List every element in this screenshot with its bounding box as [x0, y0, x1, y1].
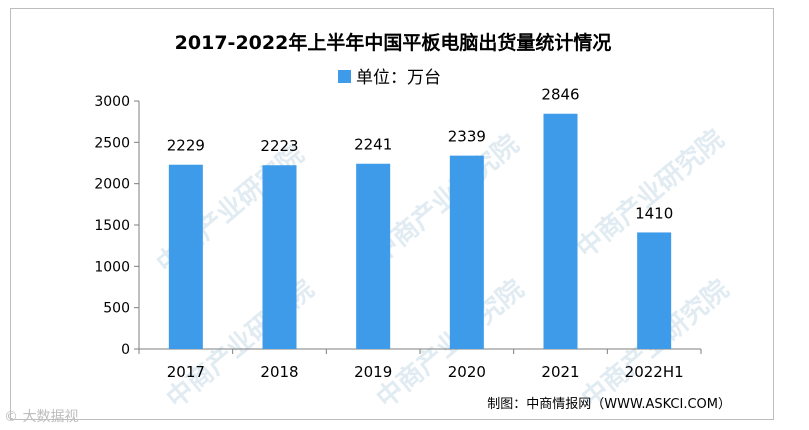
x-category-label: 2021 [541, 363, 579, 381]
bar-2018 [262, 165, 297, 349]
chart-title: 2017-2022年上半年中国平板电脑出货量统计情况 [175, 31, 612, 54]
legend: 单位：万台 [338, 68, 441, 88]
y-tick-label: 3000 [94, 94, 130, 110]
category-labels: 2017 2018 2019 2020 2021 2022H1 [167, 363, 684, 381]
bar-2021 [543, 113, 578, 349]
x-category-label: 2019 [354, 363, 392, 381]
bar-chart: 中商产业研究院 中商产业研究院 中商产业研究院 中商产业研究院 中商产业研究院 … [94, 31, 735, 414]
data-label: 2846 [541, 86, 579, 104]
data-labels: 2229 2223 2241 2339 2846 1410 [167, 86, 674, 223]
footer-watermark-text: © 大数据视 [4, 409, 78, 425]
bar-2020 [449, 155, 484, 349]
data-label: 2241 [354, 136, 392, 154]
y-tick-label: 1500 [94, 218, 130, 234]
data-label: 2223 [260, 137, 298, 155]
data-label: 1410 [635, 204, 673, 222]
y-tick-label: 2000 [94, 177, 130, 193]
y-ticks: 0 500 1000 1500 2000 2500 3000 [94, 94, 139, 358]
bar-2022H1 [637, 232, 672, 349]
legend-swatch [338, 70, 351, 83]
y-tick-label: 2500 [94, 135, 130, 151]
data-label: 2339 [448, 128, 486, 146]
source-note: 制图：中商情报网（WWW.ASKCI.COM） [487, 397, 731, 412]
footer-watermark: © 大数据视 [4, 409, 78, 425]
x-category-label: 2017 [167, 363, 205, 381]
legend-label: 单位：万台 [356, 68, 441, 88]
x-category-label: 2022H1 [625, 363, 684, 381]
bar-2017 [168, 164, 203, 349]
y-tick-label: 1000 [94, 259, 130, 275]
x-ticks [138, 349, 702, 354]
y-tick-label: 500 [103, 301, 130, 317]
chart-frame: 中商产业研究院 中商产业研究院 中商产业研究院 中商产业研究院 中商产业研究院 … [10, 8, 774, 420]
x-category-label: 2020 [448, 363, 486, 381]
bar-2019 [356, 163, 391, 349]
bars [168, 113, 672, 349]
y-tick-label: 0 [121, 342, 130, 358]
data-label: 2229 [167, 137, 205, 155]
x-category-label: 2018 [260, 363, 298, 381]
